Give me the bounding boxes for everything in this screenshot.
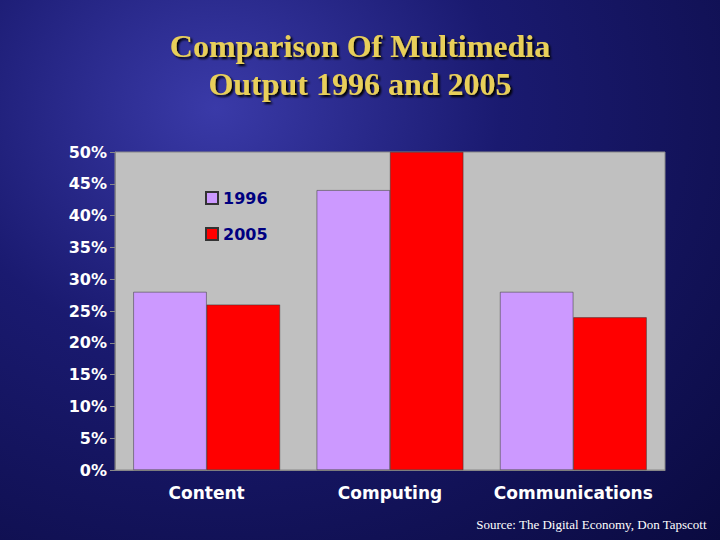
- svg-text:5%: 5%: [80, 429, 107, 448]
- svg-text:Communications: Communications: [494, 483, 653, 503]
- svg-text:45%: 45%: [69, 174, 107, 193]
- svg-text:2005: 2005: [223, 225, 268, 244]
- svg-text:Source: The Digital Economy, D: Source: The Digital Economy, Don Tapscot…: [476, 517, 707, 532]
- svg-text:Output 1996 and 2005: Output 1996 and 2005: [208, 66, 511, 102]
- svg-text:25%: 25%: [69, 302, 107, 321]
- svg-text:Content: Content: [169, 483, 245, 503]
- svg-text:15%: 15%: [69, 365, 107, 384]
- svg-text:0%: 0%: [80, 461, 107, 480]
- svg-text:Computing: Computing: [338, 483, 442, 503]
- svg-text:20%: 20%: [69, 333, 107, 352]
- svg-text:30%: 30%: [69, 270, 107, 289]
- svg-text:1996: 1996: [223, 189, 268, 208]
- svg-text:10%: 10%: [69, 397, 107, 416]
- svg-text:Comparison Of Multimedia: Comparison Of Multimedia: [170, 28, 550, 64]
- svg-text:50%: 50%: [69, 143, 107, 162]
- svg-text:40%: 40%: [69, 206, 107, 225]
- svg-text:35%: 35%: [69, 238, 107, 257]
